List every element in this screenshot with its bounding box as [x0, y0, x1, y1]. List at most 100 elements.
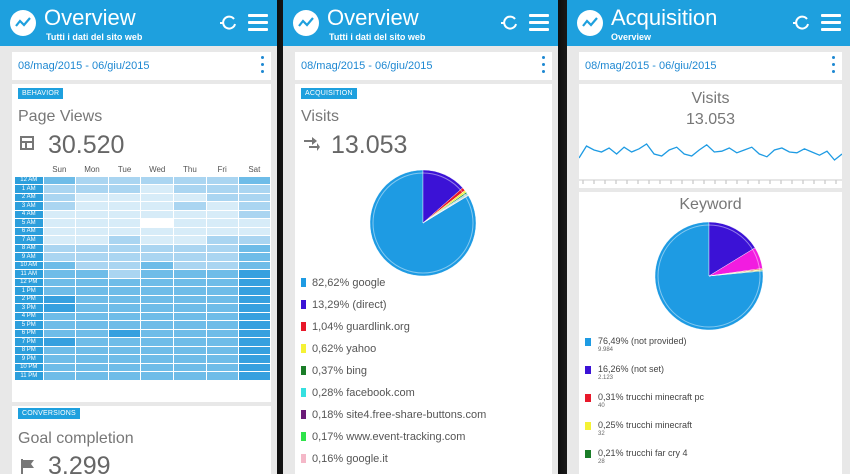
heatmap-cell[interactable]	[237, 328, 272, 338]
heatmap-cell[interactable]	[173, 294, 207, 304]
heatmap-cell[interactable]	[237, 286, 272, 296]
heatmap-cell[interactable]	[42, 269, 77, 279]
heatmap-cell[interactable]	[75, 243, 109, 253]
heatmap-cell[interactable]	[237, 218, 272, 228]
heatmap-cell[interactable]	[205, 218, 239, 228]
heatmap-cell[interactable]	[237, 226, 272, 236]
heatmap-cell[interactable]	[173, 243, 207, 253]
more-options-icon[interactable]	[832, 56, 836, 77]
heatmap-cell[interactable]	[205, 192, 239, 202]
heatmap-cell[interactable]	[173, 235, 207, 245]
heatmap-cell[interactable]	[107, 226, 142, 236]
heatmap-cell[interactable]	[205, 209, 239, 219]
legend-item[interactable]: 13,29% (direct)	[301, 299, 387, 311]
heatmap-cell[interactable]	[173, 209, 207, 219]
heatmap-cell[interactable]	[140, 328, 175, 338]
heatmap-cell[interactable]	[107, 362, 142, 372]
heatmap-cell[interactable]	[205, 235, 239, 245]
heatmap-cell[interactable]	[205, 354, 239, 364]
heatmap-cell[interactable]	[42, 328, 77, 338]
heatmap-cell[interactable]	[107, 175, 142, 185]
heatmap-cell[interactable]	[107, 345, 142, 355]
heatmap-cell[interactable]	[237, 371, 272, 381]
heatmap-cell[interactable]	[107, 303, 142, 313]
heatmap-cell[interactable]	[205, 303, 239, 313]
heatmap-cell[interactable]	[173, 286, 207, 296]
legend-item[interactable]: 0,16% google.it	[301, 453, 388, 465]
date-range-selector[interactable]: 08/mag/2015 - 06/giu/2015	[295, 52, 552, 80]
heatmap-cell[interactable]	[173, 277, 207, 287]
heatmap-cell[interactable]	[42, 337, 77, 347]
legend-item[interactable]: 0,28% facebook.com	[301, 387, 415, 399]
heatmap-cell[interactable]	[205, 337, 239, 347]
heatmap-cell[interactable]	[140, 218, 175, 228]
heatmap-cell[interactable]	[42, 252, 77, 262]
heatmap-cell[interactable]	[42, 243, 77, 253]
heatmap-cell[interactable]	[173, 337, 207, 347]
heatmap-cell[interactable]	[42, 354, 77, 364]
heatmap-cell[interactable]	[140, 371, 175, 381]
heatmap-cell[interactable]	[237, 354, 272, 364]
heatmap-cell[interactable]	[173, 362, 207, 372]
heatmap-cell[interactable]	[173, 192, 207, 202]
heatmap-cell[interactable]	[173, 303, 207, 313]
refresh-icon[interactable]	[219, 13, 239, 33]
heatmap-cell[interactable]	[237, 303, 272, 313]
heatmap-cell[interactable]	[75, 201, 109, 211]
heatmap-cell[interactable]	[42, 286, 77, 296]
heatmap-cell[interactable]	[237, 294, 272, 304]
heatmap-cell[interactable]	[205, 184, 239, 194]
heatmap-cell[interactable]	[75, 192, 109, 202]
heatmap-cell[interactable]	[75, 184, 109, 194]
heatmap-cell[interactable]	[173, 354, 207, 364]
heatmap-cell[interactable]	[173, 184, 207, 194]
heatmap-cell[interactable]	[140, 277, 175, 287]
heatmap-cell[interactable]	[140, 252, 175, 262]
heatmap-cell[interactable]	[237, 269, 272, 279]
heatmap-cell[interactable]	[237, 277, 272, 287]
heatmap-cell[interactable]	[237, 345, 272, 355]
heatmap-cell[interactable]	[173, 311, 207, 321]
heatmap-cell[interactable]	[107, 311, 142, 321]
heatmap-cell[interactable]	[75, 354, 109, 364]
pie-slice[interactable]	[369, 169, 477, 277]
heatmap-cell[interactable]	[107, 320, 142, 330]
heatmap-cell[interactable]	[173, 371, 207, 381]
heatmap-cell[interactable]	[140, 320, 175, 330]
heatmap-cell[interactable]	[140, 201, 175, 211]
heatmap-cell[interactable]	[140, 354, 175, 364]
heatmap-cell[interactable]	[205, 269, 239, 279]
heatmap-cell[interactable]	[205, 175, 239, 185]
heatmap-cell[interactable]	[107, 235, 142, 245]
heatmap-cell[interactable]	[205, 345, 239, 355]
heatmap-cell[interactable]	[107, 192, 142, 202]
heatmap-cell[interactable]	[107, 218, 142, 228]
heatmap-cell[interactable]	[75, 209, 109, 219]
heatmap-cell[interactable]	[237, 243, 272, 253]
heatmap-cell[interactable]	[173, 218, 207, 228]
heatmap-cell[interactable]	[75, 337, 109, 347]
heatmap-cell[interactable]	[237, 192, 272, 202]
pie-slice[interactable]	[708, 270, 763, 277]
heatmap-cell[interactable]	[140, 337, 175, 347]
legend-item[interactable]: 0,37% bing	[301, 365, 367, 377]
heatmap-cell[interactable]	[42, 294, 77, 304]
heatmap-cell[interactable]	[140, 192, 175, 202]
heatmap-cell[interactable]	[237, 235, 272, 245]
heatmap-cell[interactable]	[42, 260, 77, 270]
heatmap-cell[interactable]	[173, 201, 207, 211]
heatmap-cell[interactable]	[140, 235, 175, 245]
heatmap-cell[interactable]	[107, 201, 142, 211]
heatmap-cell[interactable]	[237, 260, 272, 270]
heatmap-cell[interactable]	[205, 320, 239, 330]
heatmap-cell[interactable]	[140, 294, 175, 304]
heatmap-cell[interactable]	[140, 311, 175, 321]
date-range-selector[interactable]: 08/mag/2015 - 06/giu/2015	[12, 52, 271, 80]
heatmap-cell[interactable]	[42, 201, 77, 211]
heatmap-cell[interactable]	[237, 337, 272, 347]
heatmap-cell[interactable]	[75, 218, 109, 228]
heatmap-cell[interactable]	[107, 328, 142, 338]
hamburger-menu-icon[interactable]	[821, 14, 841, 31]
heatmap-cell[interactable]	[205, 294, 239, 304]
heatmap-cell[interactable]	[75, 345, 109, 355]
